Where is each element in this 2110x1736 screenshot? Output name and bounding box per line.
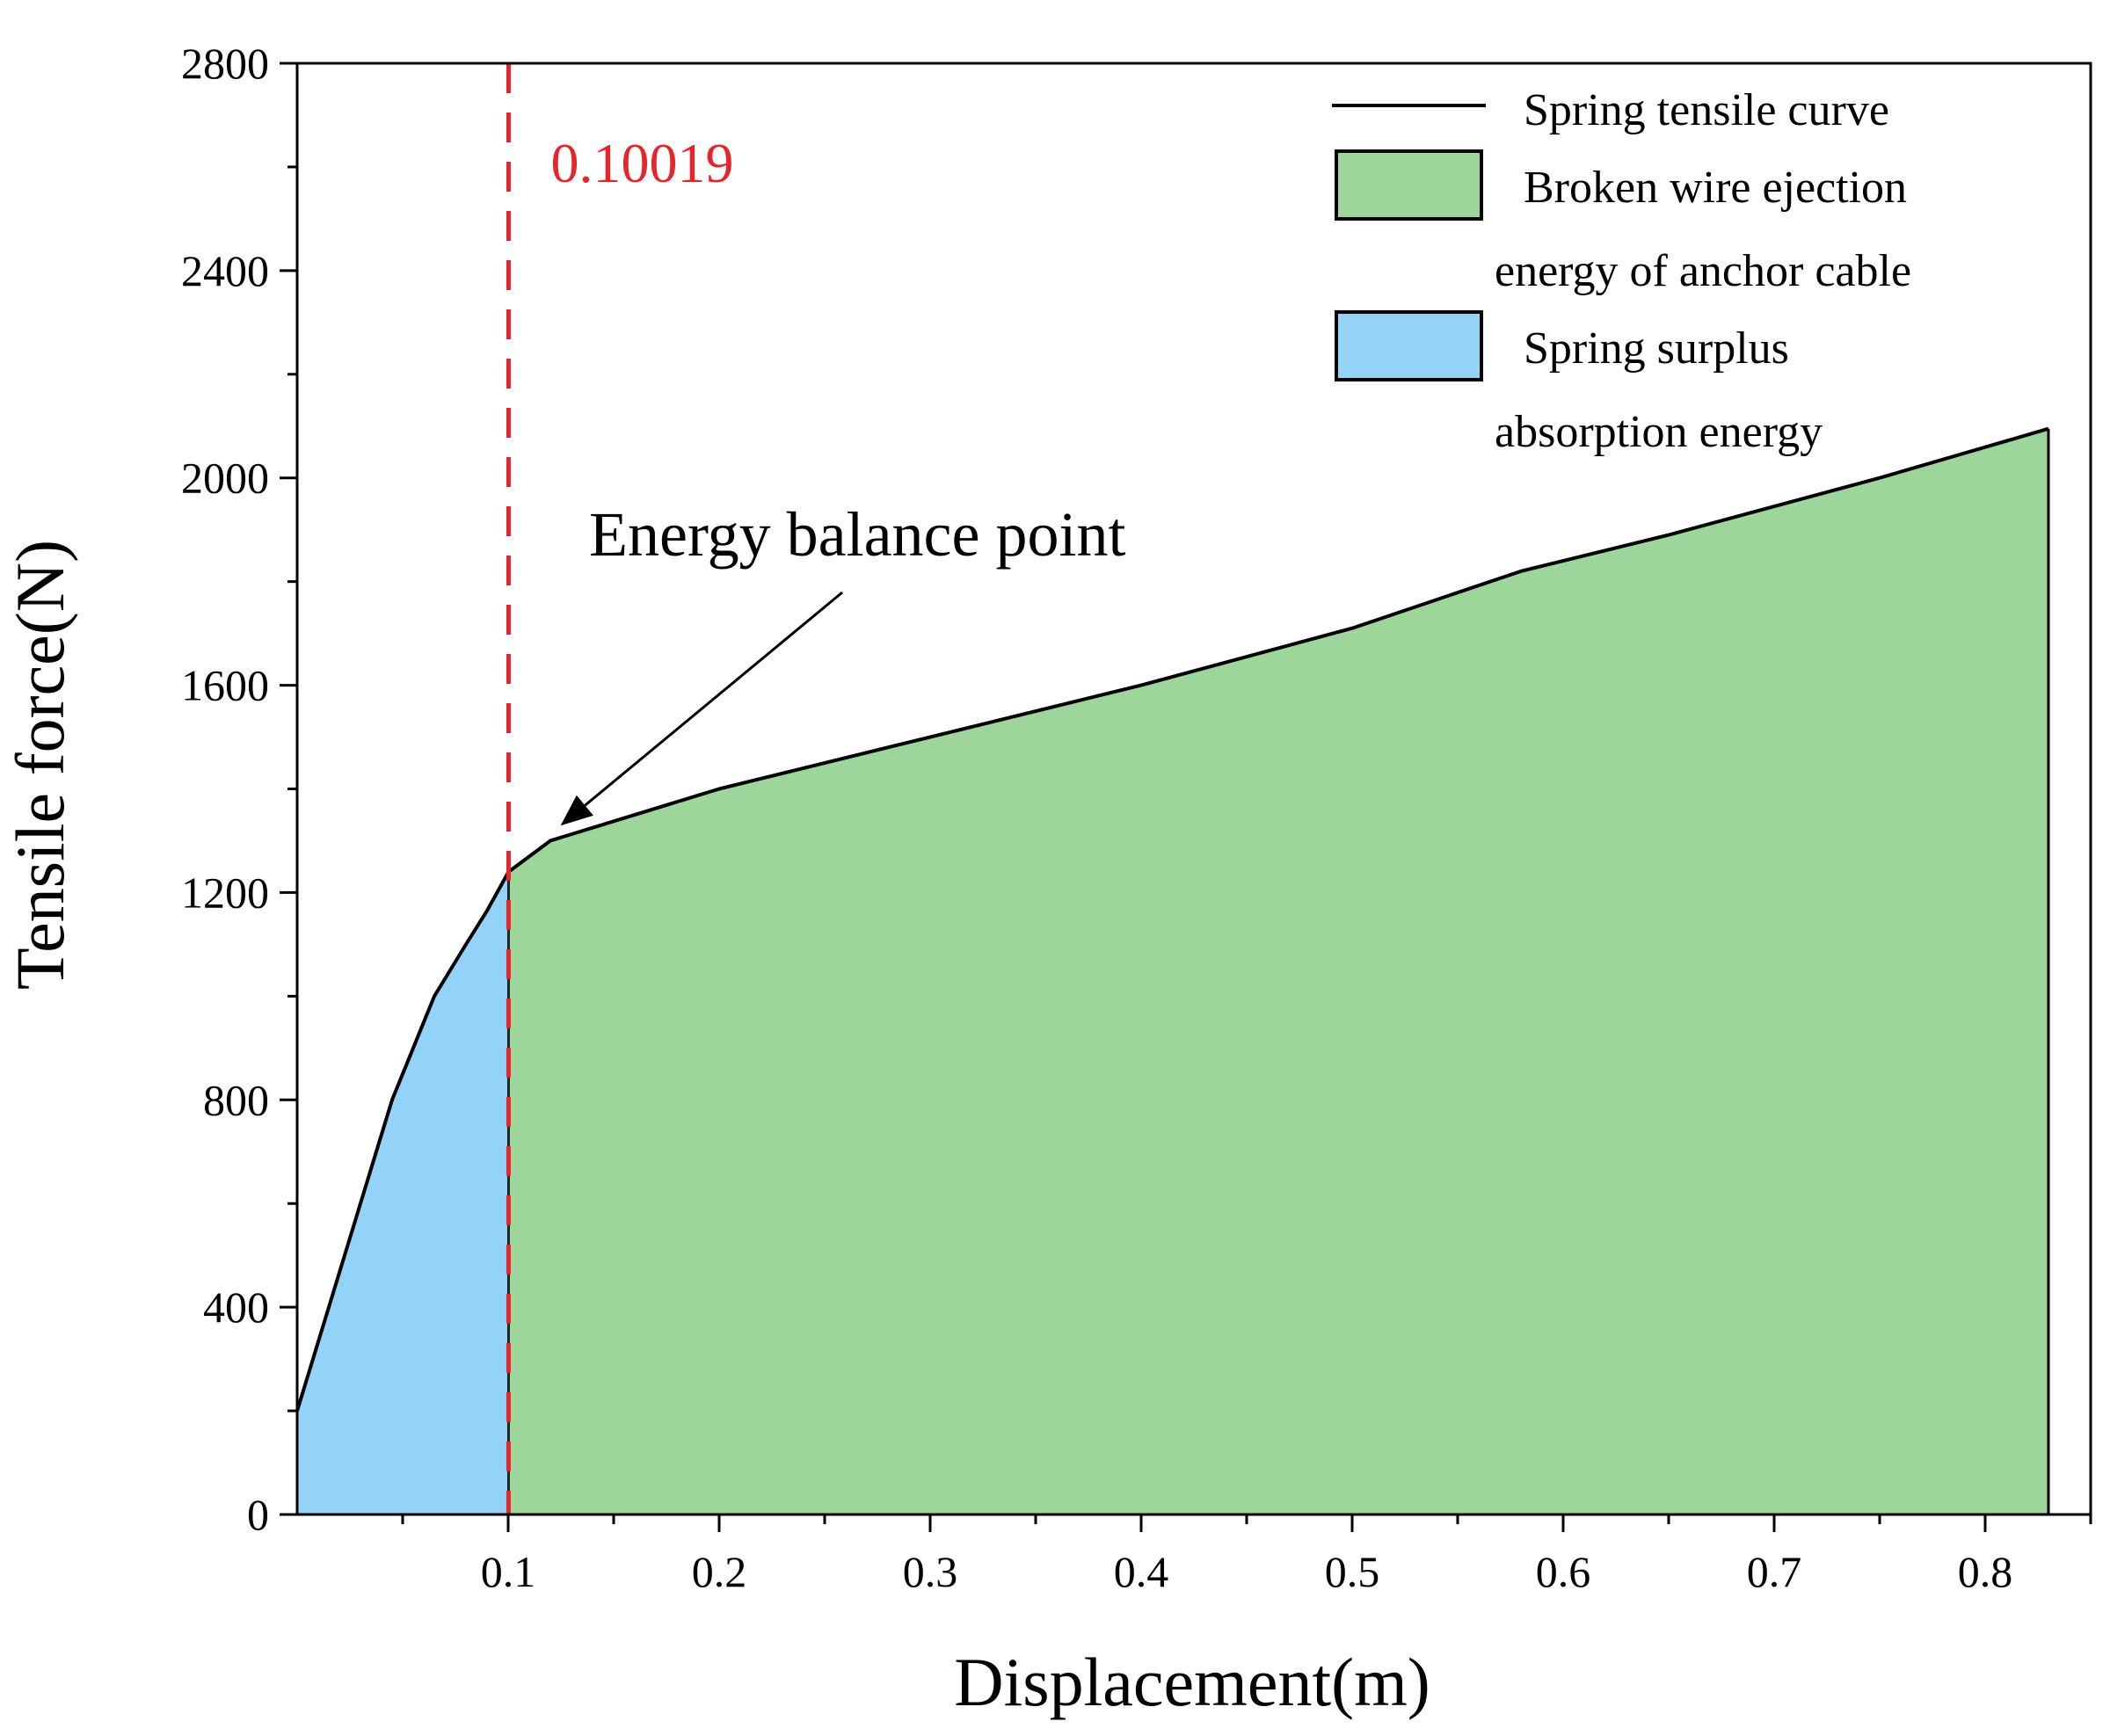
- legend-label: Broken wire ejection: [1524, 163, 1907, 213]
- y-tick-label: 0: [247, 1490, 269, 1539]
- legend-label: Spring tensile curve: [1524, 85, 1889, 135]
- legend-label: energy of anchor cable: [1495, 246, 1911, 296]
- plot-area: 0.10019 Energy balance point 0.1 0.2 0.3 0.4 0…: [181, 39, 2092, 1596]
- x-tick-label: 0.4: [1114, 1547, 1169, 1596]
- y-tick-label: 2800: [181, 39, 269, 88]
- y-tick-label: 2000: [181, 454, 269, 503]
- legend: Spring tensile curve Broken wire ejection…: [1332, 85, 1911, 457]
- vertical-line-label: 0.10019: [550, 132, 733, 194]
- ejection-energy-area: [508, 428, 2048, 1514]
- spring-surplus-energy-area: [297, 871, 509, 1514]
- x-tick-label: 0.1: [481, 1547, 536, 1596]
- y-axis-title: Tensile force(N): [2, 540, 78, 990]
- legend-swatch-surplus: [1335, 310, 1483, 381]
- y-tick-label: 1200: [181, 868, 269, 917]
- x-tick-label: 0.2: [692, 1547, 747, 1596]
- y-tick-label: 400: [203, 1282, 269, 1332]
- x-tick-label: 0.3: [903, 1547, 958, 1596]
- annotation-arrow: [560, 591, 843, 826]
- x-tick-label: 0.6: [1536, 1547, 1591, 1596]
- y-tick-label: 800: [203, 1075, 269, 1124]
- legend-label: Spring surplus: [1524, 323, 1789, 374]
- x-axis-title: Displacement(m): [954, 1644, 1430, 1720]
- x-tick-label: 0.7: [1747, 1547, 1802, 1596]
- spring-tensile-curve: [295, 426, 2049, 1412]
- legend-label: absorption energy: [1495, 407, 1823, 457]
- annotation-text: Energy balance point: [589, 499, 1125, 570]
- y-tick-label: 1600: [181, 661, 269, 710]
- legend-swatch-ejection: [1335, 149, 1483, 221]
- x-tick-label: 0.8: [1958, 1547, 2013, 1596]
- y-tick-label: 2400: [181, 246, 269, 295]
- x-tick-label: 0.5: [1325, 1547, 1380, 1596]
